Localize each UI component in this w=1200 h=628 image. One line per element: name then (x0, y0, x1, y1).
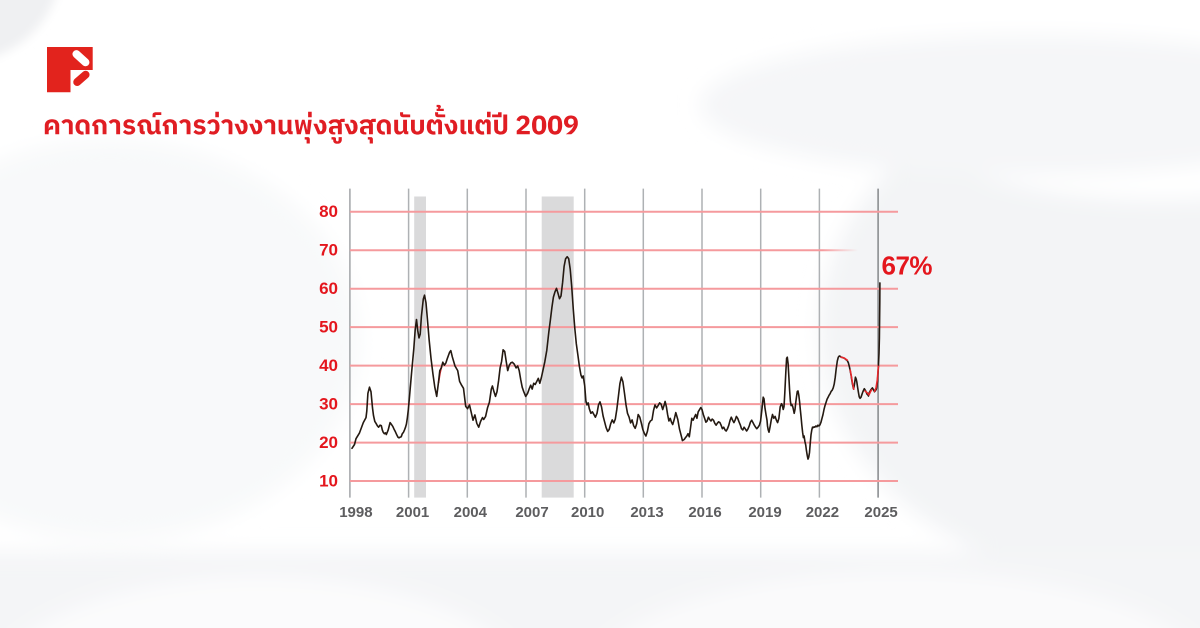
svg-text:2019: 2019 (748, 504, 781, 521)
svg-text:10: 10 (319, 472, 338, 491)
svg-text:30: 30 (319, 395, 338, 414)
svg-text:2010: 2010 (571, 504, 604, 521)
svg-text:2022: 2022 (806, 504, 839, 521)
svg-text:2016: 2016 (688, 504, 721, 521)
svg-text:2001: 2001 (396, 504, 429, 521)
svg-text:2025: 2025 (864, 504, 897, 521)
svg-text:50: 50 (319, 318, 338, 337)
svg-text:2013: 2013 (630, 504, 663, 521)
svg-text:80: 80 (319, 202, 338, 221)
svg-text:20: 20 (319, 433, 338, 452)
svg-text:2004: 2004 (454, 504, 488, 521)
svg-text:40: 40 (319, 356, 338, 375)
svg-text:70: 70 (319, 241, 338, 260)
svg-text:60: 60 (319, 279, 338, 298)
svg-text:67%: 67% (882, 251, 933, 281)
svg-text:2007: 2007 (515, 504, 548, 521)
svg-text:1998: 1998 (339, 504, 372, 521)
